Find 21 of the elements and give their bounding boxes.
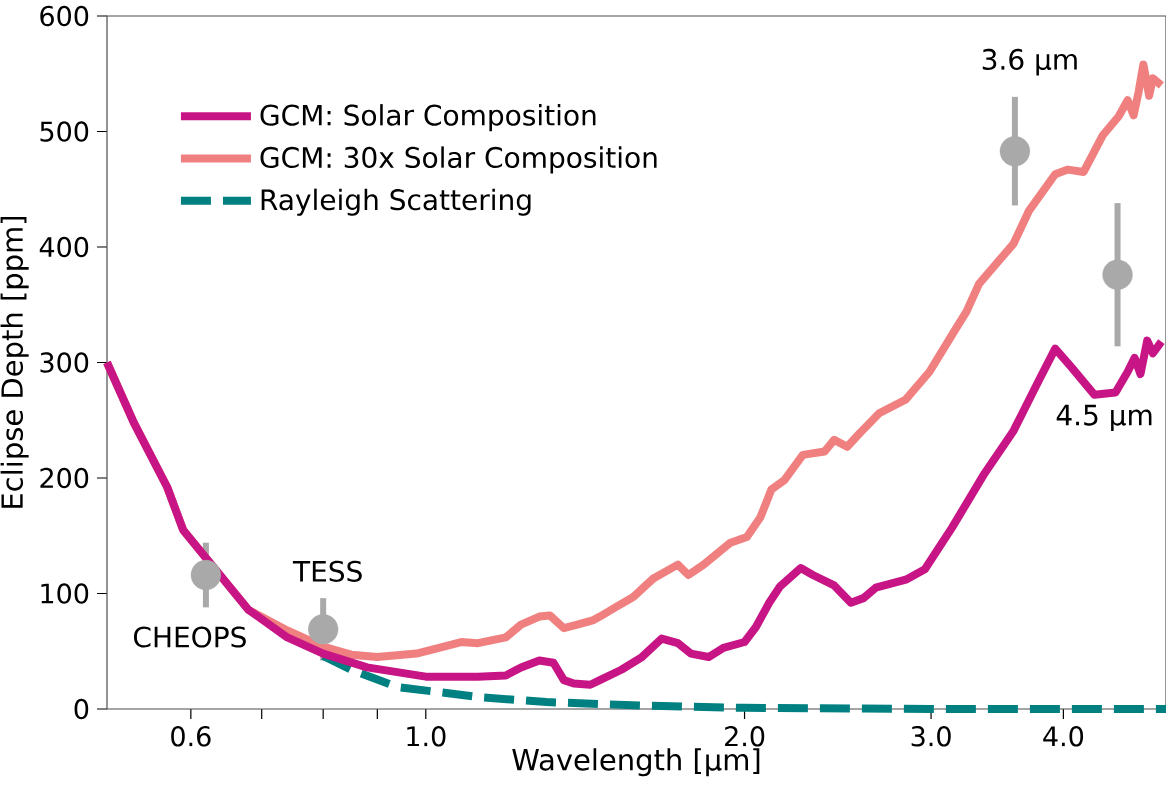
y-tick-label: 500 [40, 121, 89, 142]
y-tick-label: 400 [39, 236, 89, 258]
x-tick-label: 3.0 [911, 726, 951, 747]
legend-label: GCM: 30x Solar Composition [260, 146, 657, 174]
y-tick-label: 300 [40, 352, 89, 373]
annotation: 4.5 μm [1056, 404, 1152, 432]
legend-label: GCM: Solar Composition [260, 104, 596, 132]
x-axis-title: Wavelength [μm] [512, 748, 760, 777]
x-tick-label: 4.0 [1043, 726, 1084, 747]
y-tick-label: 600 [40, 5, 89, 27]
annotation: CHEOPS [133, 626, 246, 648]
y-tick-label: 200 [40, 467, 89, 489]
x-tick-label: 0.6 [171, 726, 211, 747]
y-tick-label: 100 [41, 583, 89, 604]
y-tick-label: 0 [74, 698, 89, 720]
legend-label: Rayleigh Scattering [261, 188, 531, 216]
annotation: TESS [292, 560, 362, 582]
y-axis-title: Eclipse Depth [ppm] [0, 216, 29, 508]
x-tick-label: 1.0 [407, 726, 446, 747]
annotation: 3.6 μm [982, 48, 1077, 76]
x-tick-label: 2.0 [725, 726, 765, 747]
